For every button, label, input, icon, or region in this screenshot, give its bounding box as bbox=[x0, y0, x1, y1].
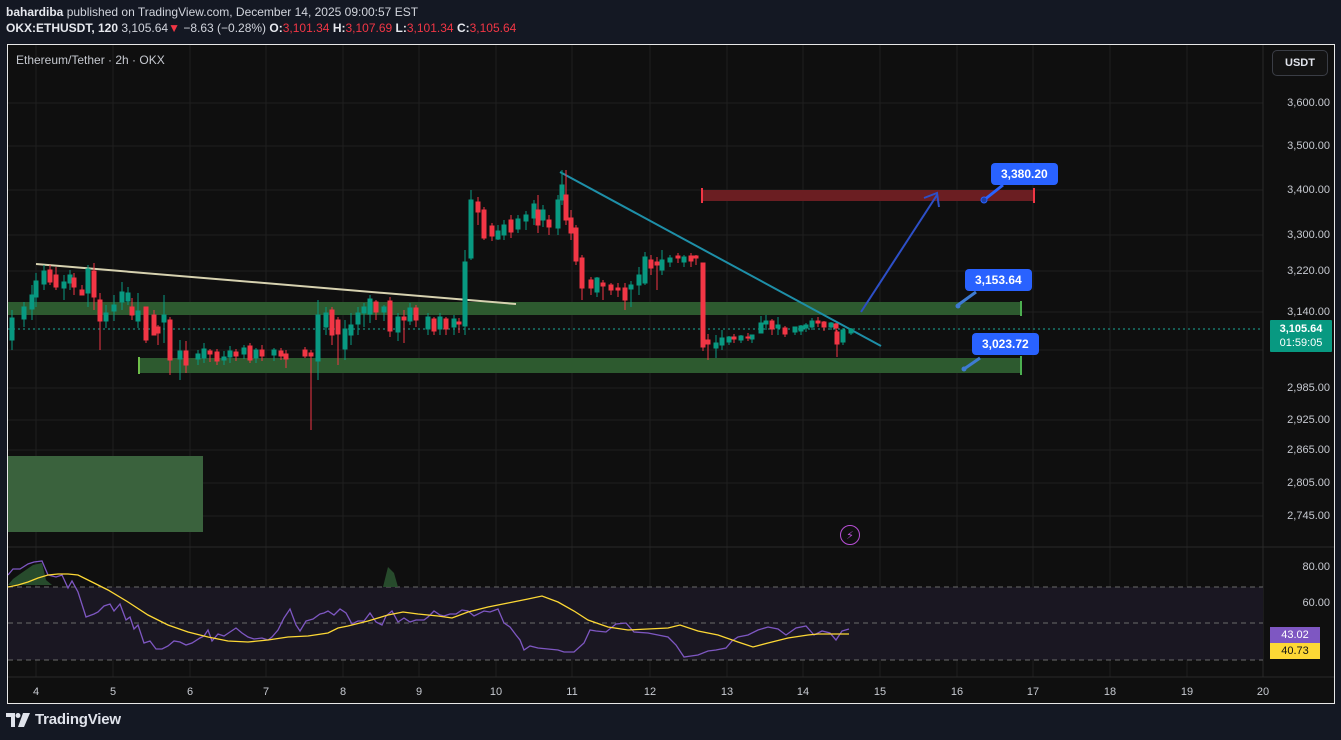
down-arrow-icon: ▼ bbox=[168, 21, 180, 35]
callout-pointers bbox=[955, 183, 1004, 372]
rsi-level-lines bbox=[8, 586, 1263, 661]
rsi-value-tag: 43.02 bbox=[1270, 627, 1320, 643]
last-price: 3,105.64 bbox=[121, 21, 169, 35]
publish-header: bahardiba published on TradingView.com, … bbox=[6, 4, 1336, 36]
high-value: 3,107.69 bbox=[345, 21, 393, 35]
last-price-tag: 3,105.64 01:59:05 bbox=[1270, 320, 1332, 352]
publish-info: bahardiba published on TradingView.com, … bbox=[6, 5, 419, 19]
descending-trendline bbox=[559, 171, 882, 347]
old-trendline bbox=[35, 263, 517, 305]
callout-target-price[interactable]: 3,380.20 bbox=[991, 163, 1058, 185]
rsi-tick-60: 60.00 bbox=[1302, 597, 1330, 609]
author-name[interactable]: bahardiba bbox=[6, 5, 64, 19]
lightning-event-icon[interactable]: ⚡ bbox=[840, 525, 860, 545]
projection-arrow bbox=[860, 191, 940, 313]
support-zone-upper bbox=[8, 302, 1021, 315]
resistance-zone bbox=[702, 190, 1034, 201]
open-value: 3,101.34 bbox=[282, 21, 330, 35]
rsi-ma-line bbox=[8, 573, 849, 648]
currency-button[interactable]: USDT bbox=[1272, 50, 1328, 76]
tradingview-brand[interactable]: TradingView bbox=[6, 711, 121, 728]
rsi-tick-80: 80.00 bbox=[1302, 561, 1330, 573]
callout-resistance-price[interactable]: 3,153.64 bbox=[965, 269, 1032, 291]
price-chart-canvas[interactable] bbox=[8, 45, 1335, 704]
low-value: 3,101.34 bbox=[406, 21, 454, 35]
support-zone-lower bbox=[139, 358, 1021, 373]
chart-frame[interactable]: Ethereum/Tether · 2h · OKX USDT 3,600.00… bbox=[7, 44, 1335, 704]
symbol-interval: OKX:ETHUSDT, 120 bbox=[6, 21, 119, 35]
ohlc-legend: OKX:ETHUSDT, 120 3,105.64▼ −8.63 (−0.28%… bbox=[6, 21, 517, 35]
price-change: −8.63 (−0.28%) bbox=[183, 21, 267, 35]
rsi-line bbox=[8, 560, 850, 658]
tradingview-logo-icon bbox=[6, 712, 30, 727]
bar-countdown: 01:59:05 bbox=[1279, 337, 1323, 349]
close-value: 3,105.64 bbox=[469, 21, 517, 35]
demand-zone bbox=[8, 456, 203, 532]
rsi-ma-value-tag: 40.73 bbox=[1270, 643, 1320, 659]
candles bbox=[9, 170, 854, 430]
callout-support-price[interactable]: 3,023.72 bbox=[972, 333, 1039, 355]
chart-symbol-title[interactable]: Ethereum/Tether · 2h · OKX bbox=[16, 53, 165, 67]
